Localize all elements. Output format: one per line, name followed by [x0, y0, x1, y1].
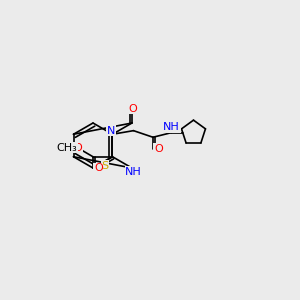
Text: CH₃: CH₃: [57, 143, 78, 153]
Text: O: O: [94, 163, 103, 173]
Text: O: O: [74, 143, 82, 153]
Text: O: O: [128, 104, 137, 114]
Text: O: O: [154, 144, 163, 154]
Text: S: S: [101, 160, 109, 171]
Text: NH: NH: [163, 122, 180, 132]
Text: NH: NH: [125, 167, 142, 177]
Text: N: N: [107, 126, 115, 136]
